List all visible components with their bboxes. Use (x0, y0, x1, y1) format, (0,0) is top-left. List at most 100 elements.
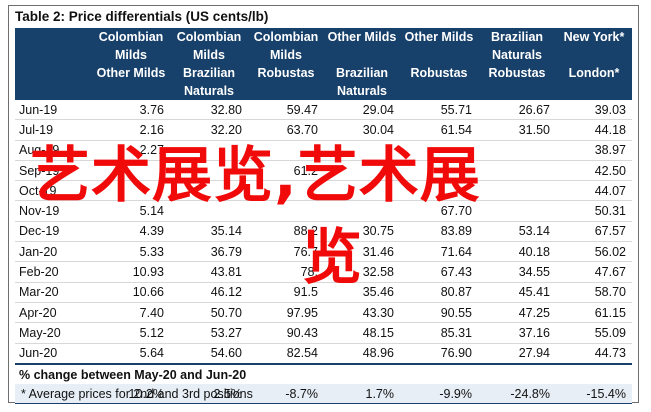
column-header-line: Robustas (488, 66, 546, 80)
table-cell: 38.97 (556, 140, 632, 161)
table-cell: 50.31 (556, 200, 632, 222)
table-cell: 53.14 (478, 221, 556, 243)
table-cell (478, 140, 556, 161)
table-cell: 5.33 (92, 241, 170, 263)
column-header-line: Other Milds (96, 66, 166, 80)
column-header-line: Milds (193, 48, 225, 62)
table-cell: 80.87 (400, 282, 478, 303)
table-cell (400, 180, 478, 202)
table-cell: 4.39 (92, 221, 170, 243)
table-row: Mar-20 10.66 46.12 91.5 35.46 80.87 45.41 58.70 (15, 282, 632, 303)
table-cell (478, 200, 556, 222)
table-cell: 61.54 (400, 119, 478, 141)
table-cell: 5.14 (92, 200, 170, 222)
table-cell: 35.14 (170, 221, 248, 243)
table-cell: 78. (248, 261, 324, 283)
table-cell (324, 140, 400, 161)
table-cell: 26.67 (478, 100, 556, 121)
column-header-line: Milds (270, 48, 302, 62)
table-row: May-20 5.12 53.27 90.43 48.15 85.31 37.16 55.09 (15, 322, 632, 344)
table-cell: 91.5 (248, 282, 324, 303)
table-title: Table 2: Price differentials (US cents/l… (15, 9, 269, 24)
column-header-line: Brazilian (335, 66, 389, 80)
row-month-label: Jan-20 (15, 241, 92, 263)
table-cell: 55.71 (400, 100, 478, 121)
table-cell (478, 180, 556, 202)
table-cell: 48.15 (324, 322, 400, 344)
table-cell: 2.27 (92, 140, 170, 161)
table-cell (170, 180, 248, 202)
row-month-label: Nov-19 (15, 200, 92, 222)
table-cell: 39.03 (556, 100, 632, 121)
table-cell: 61.2 (248, 160, 324, 182)
table-cell: 32.20 (170, 119, 248, 141)
pct-row-spacer (15, 384, 92, 405)
table-cell: 29.04 (324, 100, 400, 121)
column-header-2: Colombian Milds Brazilian Naturals (170, 28, 248, 100)
row-month-label: Dec-19 (15, 221, 92, 243)
column-header-line: Milds (115, 48, 147, 62)
column-header-content: New York* London* (556, 28, 632, 100)
table-cell: 85.31 (400, 322, 478, 344)
table-cell: 43.81 (170, 261, 248, 283)
pct-change-cell: 1.7% (324, 384, 400, 405)
table-cell: 63.70 (248, 119, 324, 141)
table-cell: 67.43 (400, 261, 478, 283)
pct-change-cell: 2.5% (170, 384, 248, 405)
column-header-line: Colombian (98, 30, 164, 44)
table-cell: 2.16 (92, 119, 170, 141)
table-cell: 30.75 (324, 221, 400, 243)
column-header-line: Other Milds (404, 30, 474, 44)
column-header-line: Naturals (183, 84, 235, 98)
table-cell: 48.96 (324, 343, 400, 365)
table-row: Jun-20 5.64 54.60 82.54 48.96 76.90 27.94 44.73 (15, 343, 632, 365)
pct-change-cell: 10.2% (92, 384, 170, 405)
table-cell: 56.02 (556, 241, 632, 263)
table-cell: 5.12 (92, 322, 170, 344)
table-cell: 44.18 (556, 119, 632, 141)
table-cell: 61.15 (556, 302, 632, 324)
footnote: * Average prices for 2nd and 3rd positio… (21, 387, 253, 401)
column-header-7: New York* London* (556, 28, 632, 100)
table-cell: 27.94 (478, 343, 556, 365)
row-month-label: Apr-20 (15, 302, 92, 324)
row-month-label: Sep-19 (15, 160, 92, 182)
table-cell: 44.07 (556, 180, 632, 202)
column-header-content: Colombian Milds Robustas (248, 28, 324, 100)
column-header-line: Brazilian (182, 66, 236, 80)
table-cell: 58.70 (556, 282, 632, 303)
table-cell: 31.50 (478, 119, 556, 141)
table-cell: 10.66 (92, 282, 170, 303)
column-header-6: Brazilian Naturals Robustas (478, 28, 556, 100)
table-row: Jul-19 2.16 32.20 63.70 30.04 61.54 31.50 44.18 (15, 119, 632, 141)
table-frame: Table 2: Price differentials (US cents/l… (8, 5, 639, 405)
table-cell (92, 180, 170, 202)
column-header-5: Other Milds Robustas (400, 28, 478, 100)
column-header-line: Robustas (410, 66, 468, 80)
table-cell (478, 160, 556, 182)
row-month-label: Jun-20 (15, 343, 92, 365)
table-cell: 76.90 (400, 343, 478, 365)
table-header-row: Colombian Milds Other Milds Colombian Milds B… (15, 28, 632, 100)
table-cell: 90.55 (400, 302, 478, 324)
table-row: Apr-20 7.40 50.70 97.95 43.30 90.55 47.25 61.15 (15, 302, 632, 324)
column-header-line: Robustas (257, 66, 315, 80)
pct-change-cell: -8.7% (248, 384, 324, 405)
table-row: Jun-19 3.76 32.80 59.47 29.04 55.71 26.67 39.03 (15, 100, 632, 121)
table-row: Nov-19 5.14 67.70 50.31 (15, 200, 632, 222)
table-cell: 44.73 (556, 343, 632, 365)
row-month-label: Jun-19 (15, 100, 92, 121)
column-header-line: New York* (563, 30, 625, 44)
row-month-label: May-20 (15, 322, 92, 344)
table-row: Sep-19 61.2 42.50 (15, 160, 632, 182)
row-month-label: Feb-20 (15, 261, 92, 283)
table-row: Feb-20 10.93 43.81 78. 32.58 67.43 34.55 47.67 (15, 261, 632, 283)
table-cell: 90.43 (248, 322, 324, 344)
table-cell: 83.89 (400, 221, 478, 243)
table-cell (248, 180, 324, 202)
table-cell: 42.50 (556, 160, 632, 182)
row-month-label: Aug-19 (15, 140, 92, 161)
table-row: Oct-19 44.07 (15, 180, 632, 202)
table-cell: 7.40 (92, 302, 170, 324)
table-cell: 34.55 (478, 261, 556, 283)
